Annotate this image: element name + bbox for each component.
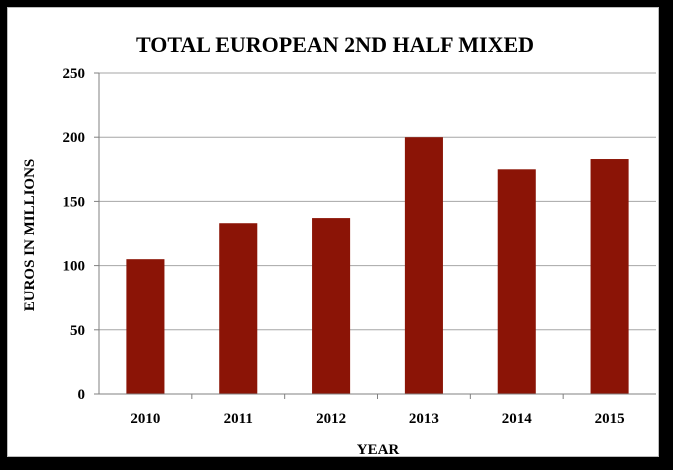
y-tick-label: 100 — [63, 259, 86, 275]
y-tick-label: 150 — [63, 194, 86, 210]
bar-2014 — [497, 169, 536, 394]
bar-2015 — [590, 159, 629, 394]
y-tick-labels: 0 50 100 150 200 250 — [63, 66, 86, 403]
y-tick-label: 250 — [63, 66, 86, 82]
y-tick-label: 50 — [70, 323, 85, 339]
x-axis-title: YEAR — [357, 442, 400, 458]
x-tick-label: 2015 — [595, 411, 625, 427]
x-tick-labels: 2010 2011 2012 2013 2014 2015 — [130, 411, 624, 427]
y-tick-label: 0 — [78, 387, 86, 403]
y-axis-title: EUROS IN MILLIONS — [22, 159, 38, 312]
x-tick-label: 2011 — [224, 411, 253, 427]
axes — [94, 72, 656, 399]
gridlines — [99, 72, 656, 331]
bar-2012 — [312, 218, 351, 394]
chart-title: TOTAL EUROPEAN 2ND HALF MIXED — [136, 32, 534, 57]
bar-2010 — [126, 259, 165, 394]
bar-2013 — [404, 137, 443, 394]
x-tick-label: 2010 — [130, 411, 160, 427]
bar-2011 — [219, 223, 258, 394]
x-tick-label: 2013 — [409, 411, 439, 427]
x-tick-label: 2012 — [316, 411, 346, 427]
bars — [126, 137, 629, 394]
x-tick-label: 2014 — [502, 411, 533, 427]
y-tick-label: 200 — [63, 130, 86, 146]
